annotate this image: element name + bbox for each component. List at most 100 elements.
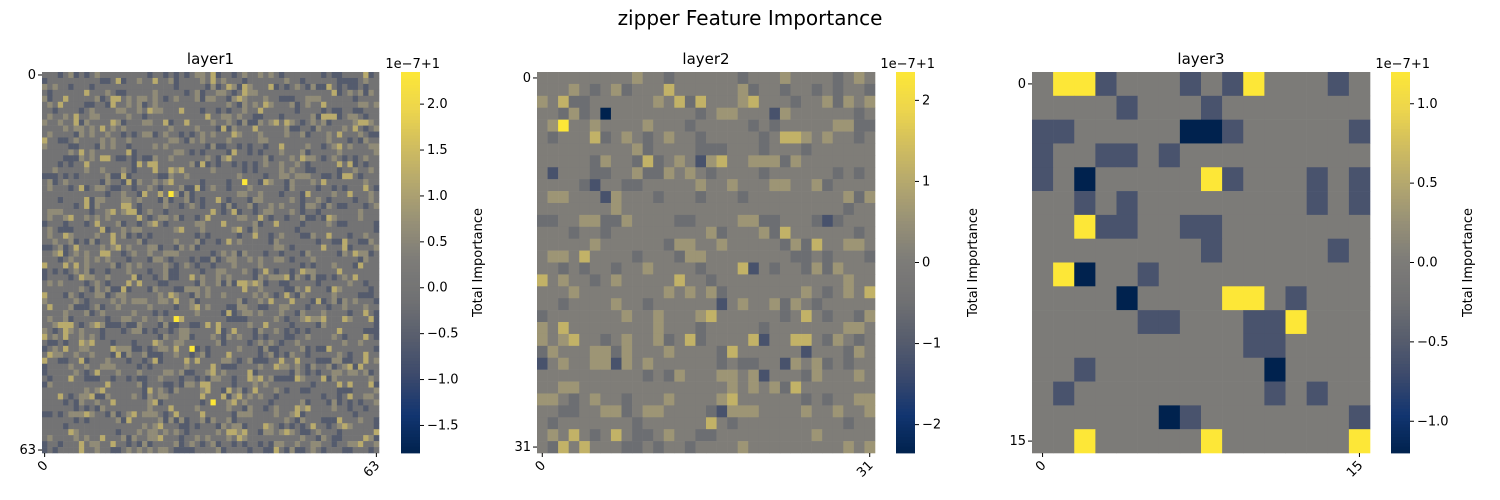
heatmap-cell: [321, 351, 327, 359]
heatmap-cell: [89, 351, 95, 359]
heatmap-cell: [326, 369, 332, 376]
heatmap-cell: [363, 429, 369, 436]
heatmap-cell: [42, 161, 48, 168]
heatmap-cell: [273, 339, 280, 347]
heatmap-cell: [120, 262, 127, 269]
heatmap-cell: [347, 441, 353, 448]
heatmap-cell: [215, 333, 222, 341]
heatmap-cell: [131, 185, 138, 192]
heatmap-cell: [632, 202, 643, 216]
heatmap-cell: [147, 83, 153, 91]
heatmap-cell: [315, 387, 322, 394]
heatmap-cell: [105, 441, 111, 448]
heatmap-cell: [210, 107, 217, 114]
heatmap-cell: [363, 83, 369, 91]
heatmap-cell: [247, 304, 253, 311]
heatmap-cell: [57, 191, 64, 198]
heatmap-cell: [105, 304, 111, 311]
heatmap-cell: [189, 191, 196, 198]
heatmap-cell: [558, 131, 569, 144]
heatmap-cell: [300, 161, 306, 168]
heatmap-cell: [326, 411, 332, 418]
heatmap-cell: [221, 107, 227, 114]
heatmap-cell: [695, 72, 707, 85]
heatmap-cell: [289, 393, 296, 400]
heatmap-cell: [315, 262, 322, 269]
heatmap-cell: [568, 72, 580, 85]
heatmap-cell: [321, 387, 327, 394]
heatmap-cell: [695, 250, 707, 263]
heatmap-cell: [115, 345, 122, 353]
heatmap-cell: [120, 131, 127, 138]
heatmap-cell: [231, 244, 238, 251]
heatmap-cell: [205, 131, 211, 138]
heatmap-cell: [215, 214, 222, 222]
heatmap-cell: [157, 387, 164, 394]
heatmap-cell: [363, 137, 369, 144]
heatmap-cell: [226, 161, 232, 168]
heatmap-cell: [310, 441, 317, 448]
heatmap-cell: [342, 435, 348, 442]
heatmap-cell: [236, 369, 243, 376]
heatmap-cell: [226, 72, 232, 79]
heatmap-cell: [126, 423, 132, 430]
heatmap-cell: [558, 333, 569, 347]
heatmap-cell: [173, 339, 180, 347]
heatmap-cell: [727, 191, 738, 204]
heatmap-cell: [289, 179, 296, 186]
heatmap-cell: [547, 155, 559, 168]
heatmap-cell: [99, 447, 106, 454]
heatmap-cell: [52, 363, 59, 370]
heatmap-cell: [73, 143, 80, 150]
heatmap-cell: [147, 417, 153, 424]
heatmap-cell: [621, 298, 633, 311]
heatmap-cell: [326, 214, 332, 222]
heatmap-cell: [357, 232, 364, 239]
heatmap-cell: [47, 149, 53, 156]
heatmap-cell: [63, 72, 69, 79]
heatmap-cell: [289, 77, 296, 85]
heatmap-cell: [278, 179, 285, 186]
heatmap-cell: [294, 101, 301, 109]
heatmap-cell: [347, 393, 353, 400]
heatmap-cell: [236, 316, 243, 323]
heatmap-cell: [684, 286, 696, 299]
heatmap-cell: [695, 202, 707, 216]
heatmap-cell: [278, 185, 285, 192]
heatmap-cell: [57, 405, 64, 412]
colorbar-segment: [401, 414, 420, 419]
heatmap-cell: [89, 226, 95, 234]
heatmap-cell: [537, 179, 548, 192]
heatmap-cell: [373, 72, 380, 79]
heatmap-cell: [811, 83, 823, 97]
heatmap-cell: [178, 226, 185, 234]
heatmap-cell: [537, 310, 548, 323]
heatmap-cell: [194, 268, 201, 275]
heatmap-cell: [199, 256, 206, 263]
heatmap-cell: [368, 405, 375, 412]
heatmap-cell: [99, 83, 106, 91]
heatmap-cell: [173, 95, 180, 103]
heatmap-cell: [210, 131, 217, 138]
heatmap-cell: [42, 143, 48, 150]
heatmap-cell: [242, 357, 248, 364]
heatmap-cell: [294, 137, 301, 144]
heatmap-cell: [110, 304, 117, 311]
heatmap-cell: [147, 155, 153, 162]
heatmap-cell: [184, 167, 190, 174]
heatmap-cell: [189, 155, 196, 162]
heatmap-cell: [115, 363, 122, 370]
heatmap-cell: [257, 191, 264, 198]
heatmap-cell: [347, 435, 353, 442]
heatmap-cell: [300, 89, 306, 97]
heatmap-cell: [257, 161, 264, 168]
heatmap-cell: [89, 429, 95, 436]
heatmap-cell: [278, 83, 285, 91]
heatmap-cell: [47, 316, 53, 323]
heatmap-cell: [78, 274, 85, 281]
heatmap-cell: [363, 411, 369, 418]
heatmap-cell: [600, 202, 612, 216]
heatmap-cell: [363, 387, 369, 394]
heatmap-cell: [47, 399, 53, 406]
heatmap-cell: [115, 393, 122, 400]
